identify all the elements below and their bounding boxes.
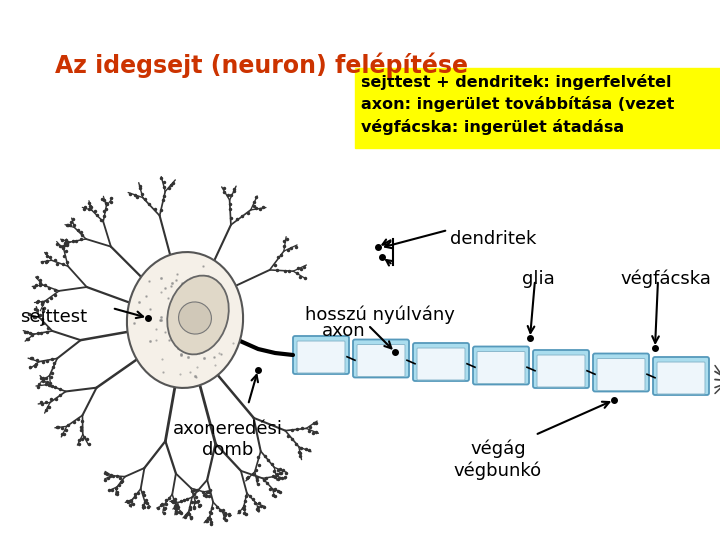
FancyBboxPatch shape — [657, 362, 705, 394]
FancyBboxPatch shape — [353, 340, 409, 377]
Text: glia: glia — [522, 270, 554, 288]
FancyBboxPatch shape — [653, 357, 709, 395]
Text: axoneredési
domb: axoneredési domb — [173, 420, 283, 459]
FancyBboxPatch shape — [593, 354, 649, 391]
Ellipse shape — [167, 275, 229, 354]
Text: dendritek: dendritek — [450, 230, 536, 248]
Text: sejttest: sejttest — [20, 308, 87, 326]
FancyBboxPatch shape — [477, 352, 525, 383]
FancyBboxPatch shape — [537, 355, 585, 387]
Text: hosszú nyúlvány: hosszú nyúlvány — [305, 305, 455, 323]
Text: Az idegsejt (neuron) felépítése: Az idegsejt (neuron) felépítése — [55, 52, 468, 78]
FancyBboxPatch shape — [357, 345, 405, 376]
Text: végág
végbunkó: végág végbunkó — [454, 440, 542, 480]
FancyBboxPatch shape — [293, 336, 349, 374]
Text: végfácska: végfácska — [620, 270, 711, 288]
Ellipse shape — [127, 252, 243, 388]
FancyBboxPatch shape — [355, 68, 720, 148]
FancyBboxPatch shape — [597, 359, 645, 390]
FancyBboxPatch shape — [417, 348, 465, 380]
FancyBboxPatch shape — [297, 341, 345, 373]
Ellipse shape — [179, 302, 212, 334]
FancyBboxPatch shape — [413, 343, 469, 381]
Text: axon: axon — [322, 322, 366, 340]
FancyBboxPatch shape — [473, 347, 529, 384]
Text: sejttest + dendritek: ingerfelvétel
axon: ingerület továbbítása (vezet
végfácska: sejttest + dendritek: ingerfelvétel axon… — [361, 74, 675, 135]
FancyBboxPatch shape — [533, 350, 589, 388]
